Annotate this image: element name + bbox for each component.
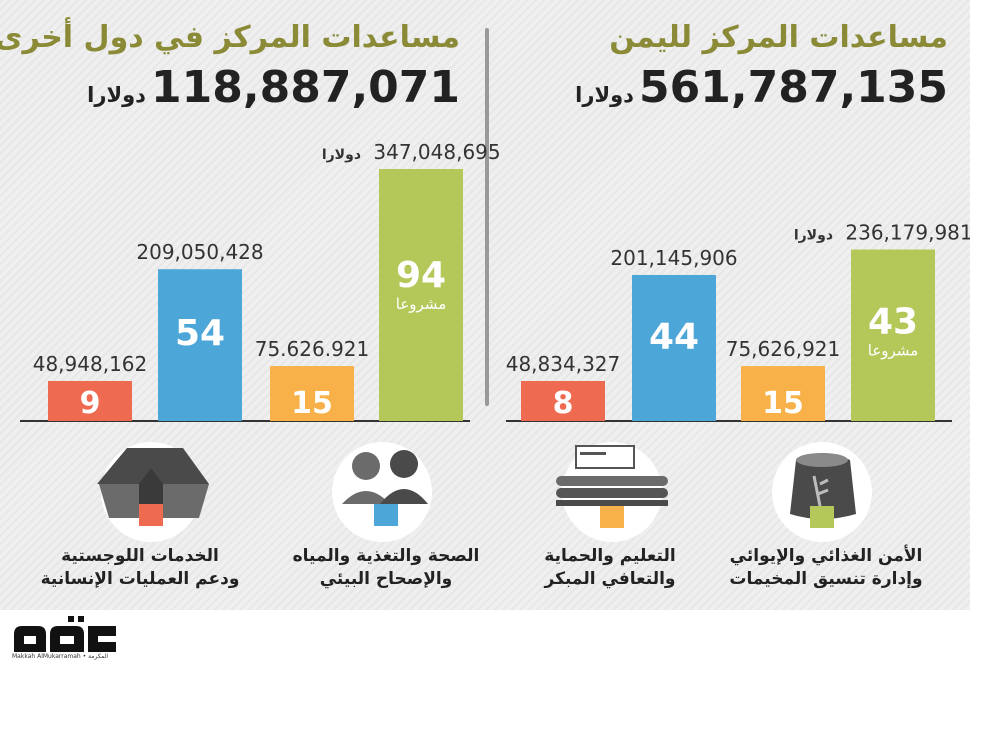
- bar-charts: 948,948,16254209,050,4281575.626.92194مش…: [20, 140, 970, 422]
- yemen-bar-0: [521, 381, 605, 421]
- category-label-logistics: الخدمات اللوجستية ودعم العمليات الإنسانية: [40, 546, 240, 589]
- other-bar-count-3: 94: [396, 255, 446, 296]
- other-bar-value-0: 48,948,162: [33, 352, 148, 376]
- yemen-bar-count-1: 44: [649, 316, 699, 357]
- yemen-bar-count-3: 43: [868, 302, 918, 343]
- yemen-bar-value-2: 75,626,921: [726, 337, 841, 361]
- other-total-unit: دولارا: [87, 83, 146, 107]
- other-bar-projects-word: مشروعا: [396, 295, 446, 313]
- yemen-total-unit: دولارا: [575, 83, 634, 107]
- other-countries-title: مساعدات المركز في دول أخرى: [0, 20, 460, 55]
- yemen-bar-projects-word: مشروعا: [868, 342, 918, 360]
- yemen-bar-value-3: 236,179,981: [845, 221, 970, 245]
- yemen-bar-count-2: 15: [762, 386, 804, 421]
- other-countries-total: 118,887,071 دولارا: [80, 62, 460, 113]
- makkah-logo: [14, 616, 116, 652]
- yemen-bar-value-1: 201,145,906: [610, 246, 737, 270]
- other-bar-value-3: 347,048,695: [373, 140, 500, 164]
- other-bar-value-1: 209,050,428: [136, 240, 263, 264]
- other-bar-value-2: 75.626.921: [255, 337, 370, 361]
- yemen-bar-3: [851, 249, 935, 421]
- category-label-education: التعليم والحماية والتعافي المبكر: [544, 546, 676, 589]
- logo-subtitle: Makkah AlMukarramah • المكرمة: [12, 653, 109, 660]
- other-bar-count-2: 15: [291, 386, 333, 421]
- category-label-food: الأمن الغذائي والإيوائي وإدارة تنسيق المخ…: [729, 546, 923, 589]
- yemen-bar-2: [741, 366, 825, 421]
- other-bar-3: [379, 169, 463, 421]
- category-label-health: الصحة والتغذية والمياه والإصحاح البيئي: [292, 546, 480, 589]
- other-bar-1: [158, 269, 242, 421]
- other-total-value: 118,887,071: [151, 62, 460, 113]
- other-bar-0: [48, 381, 132, 421]
- yemen-title: مساعدات المركز لليمن: [609, 20, 948, 55]
- medical-staff-icon: [318, 440, 446, 544]
- yemen-bar-1: [632, 274, 716, 421]
- other-bar-2: [270, 366, 354, 421]
- yemen-bar-value-unit: دولارا: [794, 228, 833, 244]
- section-divider: [485, 28, 489, 406]
- yemen-bar-value-0: 48,834,327: [506, 352, 621, 376]
- tent-icon: [87, 440, 215, 544]
- yemen-bar-count-0: 8: [553, 386, 574, 421]
- classroom-icon: [548, 440, 676, 544]
- other-bar-value-unit: دولارا: [322, 147, 361, 163]
- other-bar-count-1: 54: [175, 313, 225, 354]
- other-bar-count-0: 9: [80, 386, 101, 421]
- yemen-total: 561,787,135 دولارا: [560, 62, 948, 113]
- yemen-total-value: 561,787,135: [639, 62, 948, 113]
- food-sack-icon: [758, 440, 886, 544]
